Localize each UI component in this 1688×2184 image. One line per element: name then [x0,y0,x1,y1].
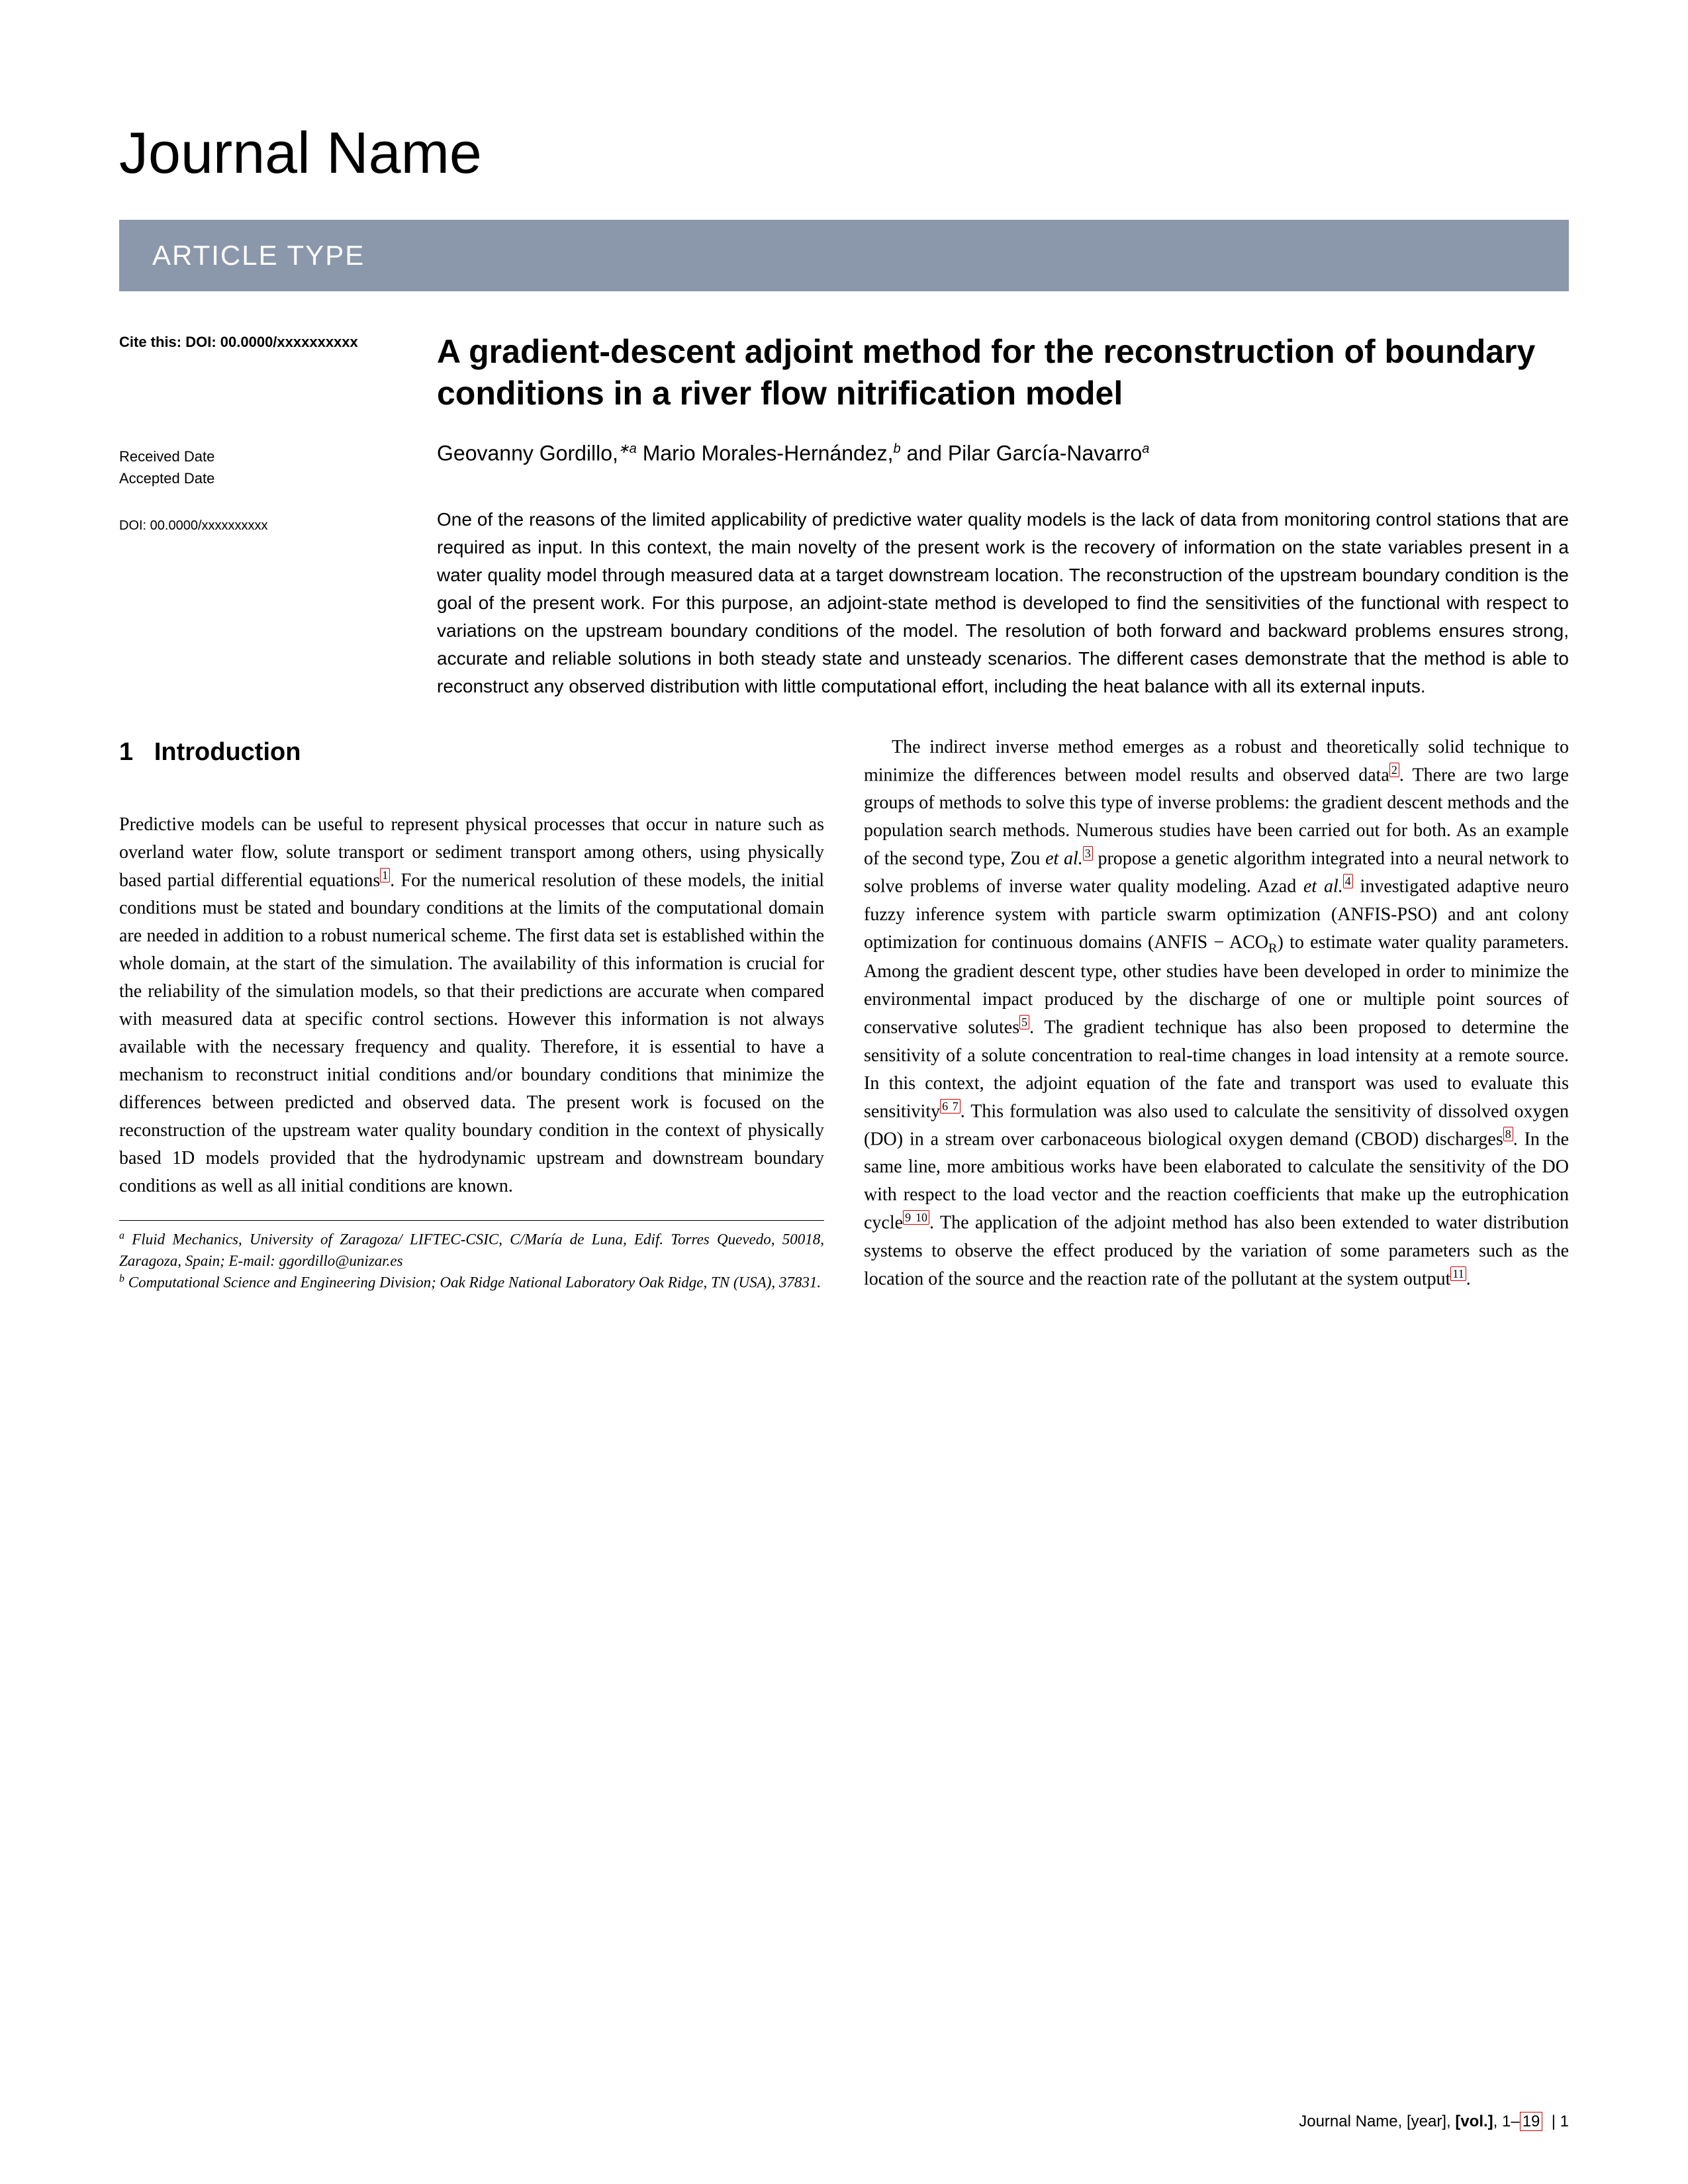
accepted-date: Accepted Date [119,467,397,489]
right-header-column: A gradient-descent adjoint method for th… [437,331,1569,700]
body-columns: 1 Introduction Predictive models can be … [119,734,1569,1294]
column-right: The indirect inverse method emerges as a… [864,734,1569,1294]
section-title: Introduction [154,738,301,766]
article-title: A gradient-descent adjoint method for th… [437,331,1569,414]
affiliation-a: a Fluid Mechanics, University of Zaragoz… [119,1229,824,1272]
header-row: Cite this: DOI: 00.0000/xxxxxxxxxx Recei… [119,331,1569,700]
page-footer: Journal Name, [year], [vol.], 1–19 | 1 [1299,2113,1569,2131]
received-date: Received Date [119,446,397,467]
affiliation-b: b Computational Science and Engineering … [119,1272,824,1294]
abstract-text: One of the reasons of the limited applic… [437,506,1569,700]
intro-paragraph-1: Predictive models can be useful to repre… [119,811,824,1200]
section-1-heading: 1 Introduction [119,734,824,771]
doi-label: DOI: 00.0000/xxxxxxxxxx [119,516,397,536]
left-meta-column: Cite this: DOI: 00.0000/xxxxxxxxxx Recei… [119,331,397,700]
authors-line: Geovanny Gordillo,∗a Mario Morales-Herná… [437,440,1569,466]
section-number: 1 [119,738,133,766]
intro-paragraph-2: The indirect inverse method emerges as a… [864,734,1569,1293]
journal-name: Journal Name [119,119,1569,187]
column-left: 1 Introduction Predictive models can be … [119,734,824,1294]
affiliations-block: a Fluid Mechanics, University of Zaragoz… [119,1220,824,1294]
article-type-bar: ARTICLE TYPE [119,220,1569,291]
cite-this-label: Cite this: DOI: 00.0000/xxxxxxxxxx [119,331,397,353]
dates-block: Received Date Accepted Date [119,446,397,489]
